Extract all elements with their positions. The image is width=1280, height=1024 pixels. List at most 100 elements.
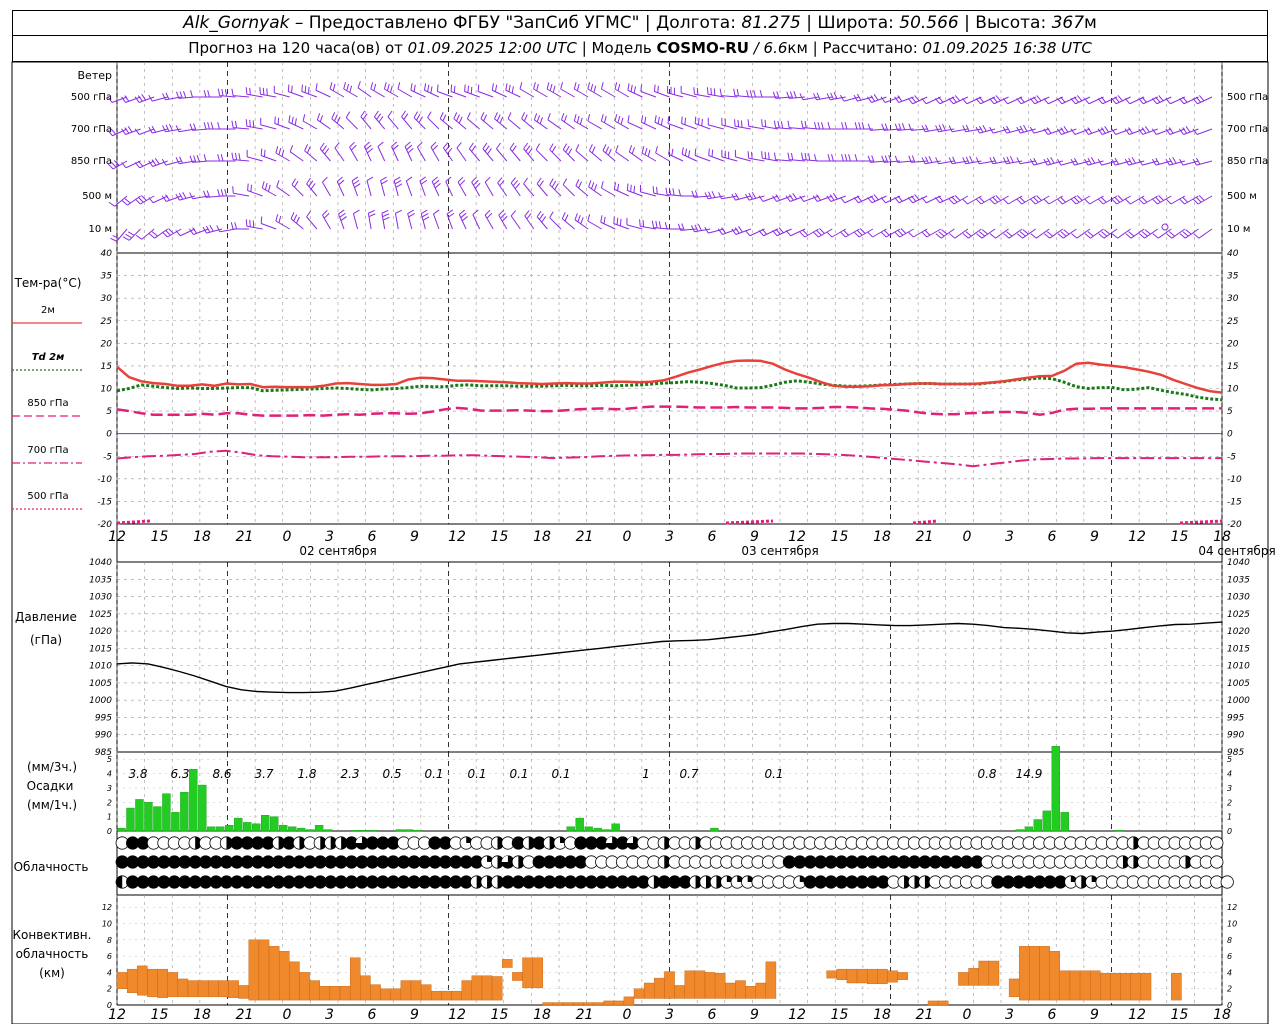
wind-barb — [331, 112, 345, 130]
header-bar: | — [806, 13, 812, 33]
wind-barb-feather — [1168, 231, 1175, 237]
wind-barb-feather — [969, 156, 974, 163]
wind-barb-feather — [1036, 95, 1042, 102]
wind-barb-shaft — [748, 125, 765, 130]
wind-barb-feather — [484, 209, 491, 216]
wind-barb-shaft — [694, 195, 711, 198]
wind-barb-feather — [108, 201, 116, 207]
wind-barb-feather — [883, 229, 890, 236]
wind-barb-shaft — [561, 119, 575, 130]
wind-barb-shaft — [1157, 228, 1172, 239]
wind-barb-feather — [871, 155, 875, 163]
wind-barb-feather — [600, 82, 604, 90]
model-name: COSMO-RU — [656, 39, 749, 57]
wind-barb — [1179, 158, 1199, 166]
wind-barb-shaft — [492, 89, 507, 98]
wind-barb-feather — [995, 195, 1002, 201]
wind-barb — [785, 228, 806, 237]
wind-barb — [413, 111, 426, 130]
wind-barb-feather — [407, 209, 414, 214]
wind-barb-feather — [499, 116, 504, 124]
wind-barb-feather — [684, 117, 687, 125]
wind-barb — [1016, 228, 1036, 239]
wind-barb-feather — [641, 146, 645, 154]
wind-barb-feather — [245, 119, 248, 127]
wind-barb-feather — [221, 88, 224, 96]
wind-barb-feather — [306, 210, 312, 218]
wind-barb-shaft — [655, 152, 670, 162]
wind-barb-shaft — [654, 91, 670, 98]
wind-barb — [484, 209, 494, 230]
wind-barb — [1166, 228, 1186, 239]
precip-accum-label: 0.1 — [424, 767, 443, 781]
wind-barb-feather — [420, 179, 428, 185]
wind-barb — [431, 176, 441, 197]
wind-barb — [894, 228, 914, 238]
wind-barb-shaft — [547, 119, 562, 130]
precip-tick-right: 2 — [1227, 798, 1232, 807]
wind-barb-feather — [137, 160, 144, 167]
wind-barb-feather — [562, 143, 568, 150]
wind-barb-feather — [639, 219, 641, 227]
wind-barb-shaft — [349, 146, 358, 162]
wind-barb — [468, 142, 481, 162]
wind-barb-feather — [1057, 198, 1063, 205]
wind-barb-feather — [697, 117, 700, 125]
wind-barb-shaft — [1061, 128, 1077, 135]
wind-barb-feather — [799, 231, 806, 238]
wind-barb — [627, 83, 643, 98]
wind-barb-feather — [397, 82, 401, 90]
wind-barb-shaft — [1183, 96, 1199, 105]
wind-barb-shaft — [748, 157, 765, 162]
wind-barb-feather — [1043, 158, 1048, 166]
wind-barb-shaft — [1006, 128, 1023, 134]
wind-barb-feather — [121, 128, 126, 135]
wind-barb-shaft — [1048, 96, 1064, 105]
hour-label-top: 15 — [151, 529, 169, 545]
wind-barb-feather — [484, 176, 491, 183]
wind-barb — [799, 228, 819, 238]
wind-barb-feather — [512, 180, 519, 187]
wind-barb-feather — [370, 82, 374, 90]
wind-barb-feather — [1165, 98, 1171, 105]
precip-title: Осадки — [27, 779, 74, 793]
wind-barb-shaft — [694, 228, 711, 233]
wind-barb — [664, 222, 684, 230]
wind-barb-feather — [501, 215, 508, 222]
conv-tick-left: 2 — [107, 985, 112, 994]
hour-label-top: 12 — [108, 529, 126, 545]
wind-barb-feather — [124, 127, 130, 134]
wind-barb-shaft — [116, 228, 128, 242]
wind-barb-feather — [546, 82, 550, 90]
wind-barb-feather — [668, 147, 671, 155]
wind-barb-feather — [148, 233, 155, 239]
wind-barb — [453, 112, 467, 130]
temp-tick-right: 0 — [1227, 430, 1233, 440]
wind-barb-feather — [175, 230, 181, 237]
wind-barb-shaft — [374, 116, 386, 130]
wind-barb-feather — [1138, 128, 1144, 135]
precip-bar — [1114, 830, 1123, 832]
wind-barb-feather — [951, 196, 958, 203]
wind-barb — [1057, 195, 1077, 205]
wind-barb — [731, 226, 752, 235]
wind-barb-feather — [1029, 158, 1035, 166]
wind-barb-shaft — [980, 195, 996, 205]
wind-barb — [840, 228, 860, 238]
wind-barb-shaft — [735, 195, 752, 201]
wind-barb-feather — [413, 84, 416, 92]
wind-barb-shaft — [496, 148, 508, 162]
wind-barb-feather — [383, 82, 387, 90]
wind-barb-feather — [827, 122, 831, 130]
wind-barb-feather — [460, 212, 467, 219]
wind-barb-shaft — [523, 148, 535, 162]
wind-barb-shaft — [776, 195, 792, 202]
wind-barb — [839, 195, 860, 204]
wind-barb-shaft — [1102, 96, 1118, 105]
wind-barb-feather — [141, 195, 147, 201]
wind-barb-shaft — [926, 96, 941, 105]
wind-barb-feather — [406, 176, 413, 182]
wind-barb-shaft — [641, 152, 657, 162]
wind-barb — [867, 94, 887, 103]
wind-barb — [1125, 228, 1145, 239]
